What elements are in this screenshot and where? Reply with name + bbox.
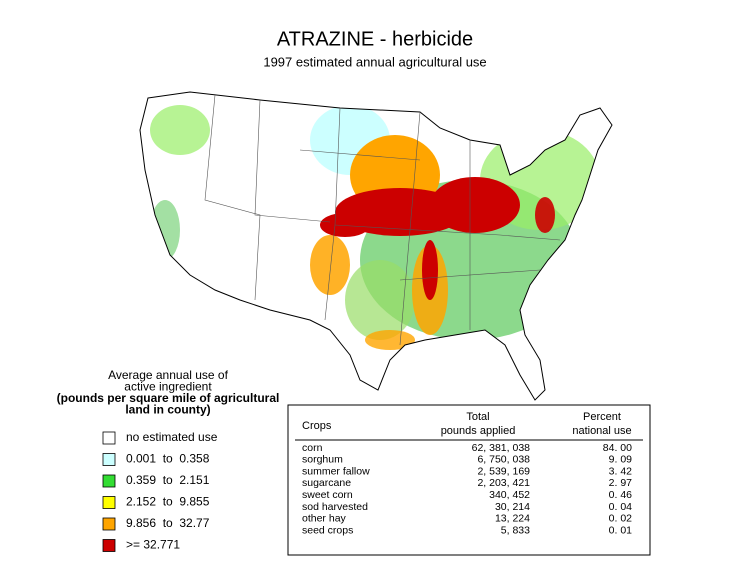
- legend-label: 9.856 to 32.77: [126, 516, 210, 530]
- percent-use: 0. 04: [609, 501, 633, 513]
- percent-use: 9. 09: [609, 454, 633, 466]
- crop-name: sorghum: [302, 454, 343, 466]
- pounds-applied: 62, 381, 038: [472, 442, 531, 454]
- crop-name: other hay: [302, 513, 347, 525]
- map: [139, 91, 613, 401]
- legend-swatch: [102, 539, 116, 552]
- crop-name: sod harvested: [302, 501, 368, 513]
- table: Crops Total pounds applied Percent national …: [302, 411, 632, 536]
- legend-label: 0.359 to 2.151: [126, 473, 210, 487]
- subtitle: 1997 estimated annual agricultural use: [263, 54, 486, 69]
- pounds-applied: 6, 750, 038: [477, 454, 530, 466]
- percent-use: 0. 02: [609, 513, 633, 525]
- pounds-applied: 5, 833: [501, 524, 530, 536]
- pounds-applied: 30, 214: [495, 501, 530, 513]
- legend-swatch: [102, 517, 116, 531]
- crop-name: seed crops: [302, 524, 353, 536]
- legend-swatch: [102, 474, 116, 488]
- pounds-applied: 13, 224: [495, 513, 530, 525]
- legend-swatch: [102, 453, 116, 466]
- legend-label: 0.001 to 0.358: [126, 452, 210, 466]
- legend-label: >= 32.771: [126, 538, 180, 552]
- percent-use: 84. 00: [603, 442, 632, 454]
- crop-name: summer fallow: [302, 465, 370, 477]
- legend-label: 2.152 to 9.855: [126, 495, 210, 509]
- legend-swatch: [102, 496, 116, 509]
- table-header: national use: [572, 425, 631, 437]
- crop-name: sugarcane: [302, 477, 351, 489]
- percent-use: 0. 46: [609, 489, 633, 501]
- title: ATRAZINE - herbicide: [277, 28, 473, 50]
- crop-name: corn: [302, 442, 323, 454]
- legend-swatch: [102, 431, 116, 445]
- legend-title: active ingredient: [124, 380, 212, 394]
- table-header: Crops: [302, 420, 332, 432]
- table-header: Total: [466, 411, 489, 423]
- percent-use: 2. 97: [609, 477, 633, 489]
- table-header: Percent: [583, 411, 621, 423]
- legend-title: Average annual use of: [108, 368, 229, 382]
- percent-use: 0. 01: [609, 524, 633, 536]
- pounds-applied: 2, 539, 169: [477, 465, 530, 477]
- pounds-applied: 2, 203, 421: [477, 477, 530, 489]
- legend-label: no estimated use: [126, 430, 218, 444]
- pounds-applied: 340, 452: [489, 489, 530, 501]
- legend-title: land in county): [125, 403, 210, 417]
- crop-name: sweet corn: [302, 489, 353, 501]
- table-header: pounds applied: [441, 425, 516, 437]
- legend-title: (pounds per square mile of agricultural: [57, 391, 280, 405]
- table-frame: [287, 404, 651, 556]
- percent-use: 3. 42: [609, 465, 633, 477]
